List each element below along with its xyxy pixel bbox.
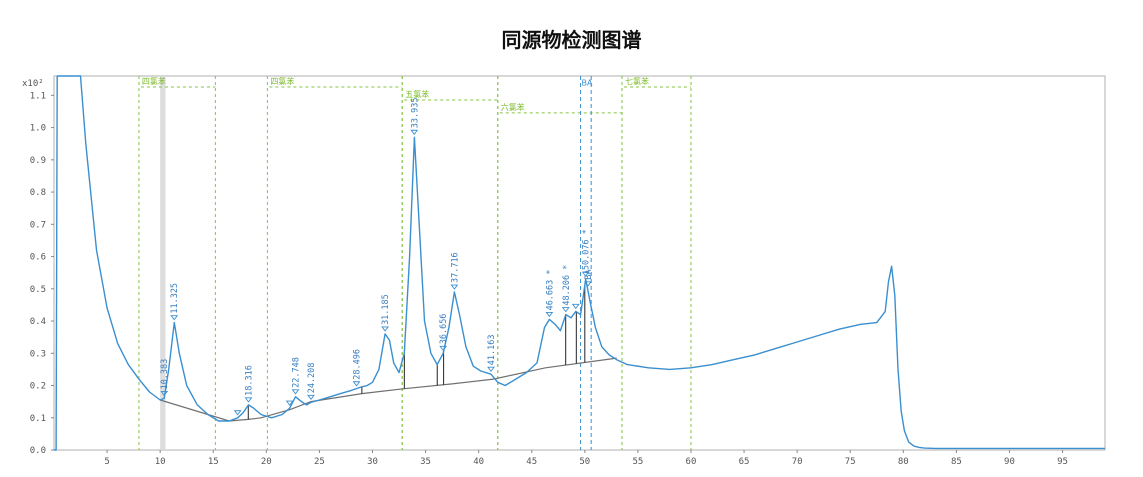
peak-marker	[581, 271, 590, 277]
axes-layer: 0.0 0.1 0.2 0.3 0.4 0.5 0.6 0.7 0.8 0.9 1.0 1.1 5 10 1…	[30, 91, 1068, 467]
x-tick-label: 85	[951, 457, 962, 467]
x-tick-label: 75	[845, 457, 856, 467]
shaded-band	[160, 76, 166, 450]
x-tick-label: 50	[579, 457, 590, 467]
y-tick-label: 0.3	[30, 349, 46, 359]
peak-marker	[410, 129, 419, 136]
x-tick-label: 45	[526, 457, 537, 467]
plot-area	[53, 75, 1106, 451]
y-unit-label: x10²	[22, 79, 44, 89]
peak-markers-layer: 10.383 11.325 18.316 22.748 24.208 28.496 31.1…	[160, 98, 594, 416]
y-tick-label: 1.1	[30, 91, 46, 101]
peak-marker	[170, 315, 179, 321]
x-tick-label: 60	[686, 457, 697, 467]
peak-label: 36.656	[439, 314, 449, 345]
group-region-label: 七氯苯	[625, 76, 649, 86]
x-tick-label: 95	[1057, 457, 1068, 467]
x-tick-label: 70	[792, 457, 803, 467]
peak-marker	[487, 366, 495, 372]
peak-label: 48.206 *	[562, 265, 572, 306]
x-tick-label: 30	[367, 457, 378, 467]
x-tick-label: 80	[898, 457, 909, 467]
drop-lines-layer	[247, 285, 586, 420]
x-tick-label: 65	[739, 457, 750, 467]
integration-baseline	[160, 357, 617, 422]
y-tick-label: 0.5	[30, 285, 46, 295]
peak-marker	[233, 410, 242, 416]
ba-marker-label: BA	[582, 79, 593, 88]
x-tick-label: 20	[261, 457, 272, 467]
peak-marker	[291, 389, 300, 395]
peak-marker	[561, 307, 570, 313]
peak-label: 46.663 *	[545, 269, 555, 310]
y-tick-label: 0.0	[30, 446, 46, 456]
y-tick-label: 0.2	[30, 382, 46, 392]
peak-marker	[439, 345, 448, 352]
peak-marker	[244, 397, 253, 403]
y-tick-label: 0.4	[30, 317, 46, 327]
peak-marker	[307, 394, 315, 401]
peak-marker	[285, 400, 294, 406]
page-title: 同源物检测图谱	[501, 28, 642, 52]
peak-label: 24.208	[307, 363, 317, 394]
peak-marker	[381, 326, 389, 332]
x-tick-label: 5	[104, 457, 109, 467]
y-tick-label: 0.8	[30, 188, 46, 198]
peak-label: 37.716	[450, 252, 460, 283]
x-tick-label: 15	[208, 457, 219, 467]
x-tick-label: 40	[473, 457, 484, 467]
group-region-label: 四氯苯	[270, 76, 294, 86]
peak-marker	[584, 281, 592, 287]
peak-label: 50.076 *	[582, 229, 592, 270]
peak-marker	[160, 390, 169, 397]
peak-label: 22.748	[291, 357, 301, 388]
peak-label: 11.325	[170, 283, 180, 314]
y-tick-label: 0.7	[30, 220, 46, 230]
peak-label: 28.496	[353, 349, 363, 380]
peak-label: BA	[584, 270, 594, 280]
peak-marker	[352, 381, 361, 387]
y-tick-label: 0.1	[30, 414, 46, 424]
peak-marker	[450, 284, 459, 290]
y-tick-label: 1.0	[30, 124, 46, 134]
x-tick-label: 35	[420, 457, 431, 467]
x-tick-label: 25	[314, 457, 325, 467]
x-tick-label: 90	[1004, 457, 1015, 467]
x-tick-label: 55	[632, 457, 643, 467]
baseline-layer	[160, 357, 617, 422]
group-region-label: 六氯苯	[501, 102, 525, 112]
x-tick-label: 10	[155, 457, 166, 467]
peak-marker	[571, 303, 580, 310]
peak-label: 31.185	[381, 294, 391, 325]
chromatogram-line	[54, 75, 1105, 451]
peak-label: 10.383	[160, 359, 170, 390]
peak-label: 41.163	[487, 335, 497, 366]
y-tick-label: 0.6	[30, 253, 46, 263]
series-layer	[54, 75, 1105, 451]
peak-marker	[545, 311, 554, 318]
shaded-region-layer	[160, 76, 166, 450]
peak-label: 33.935	[410, 98, 420, 129]
y-tick-label: 0.9	[30, 156, 46, 166]
peak-label: 18.316	[244, 365, 254, 396]
group-region-label: 四氯苯	[142, 76, 166, 86]
group-region-label: 五氯苯	[405, 89, 429, 99]
